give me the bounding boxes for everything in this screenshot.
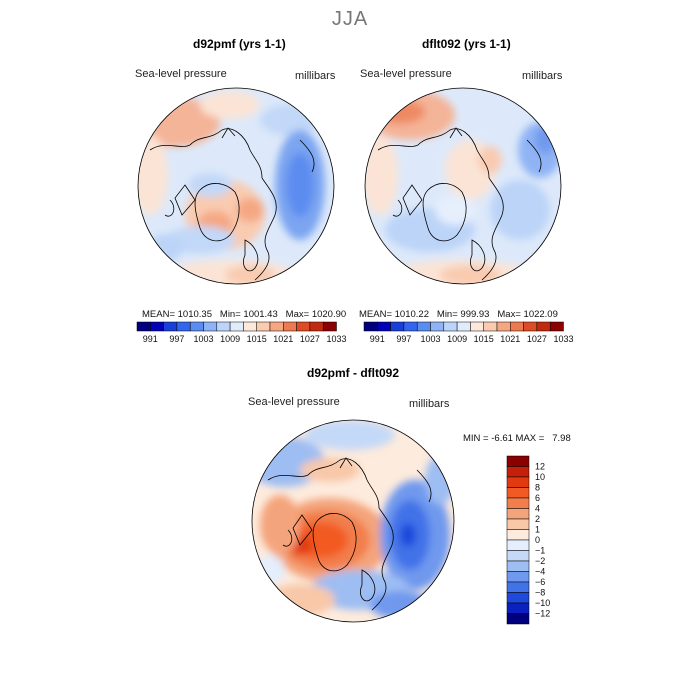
- diff-colorbar-swatch-12: [506, 581, 530, 593]
- panel-1-min-value: 1001.43: [243, 309, 278, 320]
- panel-1-mean-value: 1010.35: [177, 309, 212, 320]
- panel-2-max-label: Max=: [497, 309, 521, 320]
- panel-2-units-label: millibars: [522, 70, 563, 82]
- panel-1-colorbar: 991 997 1003 1009 1015 1021 1027 1033: [136, 321, 347, 344]
- diff-colorbar-label-5: 2: [535, 514, 540, 524]
- diff-panel-units-label: millibars: [409, 398, 450, 410]
- diff-colorbar-swatch-4: [506, 497, 530, 509]
- diff-colorbar-swatch-11: [506, 571, 530, 583]
- diff-colorbar-label-1: 10: [535, 472, 545, 482]
- panel-2-colorbar-label-7: 1033: [553, 334, 573, 344]
- panel-1-colorbar-label-5: 1021: [273, 334, 293, 344]
- diff-panel-variable-label: Sea-level pressure: [248, 396, 340, 408]
- panel-1-colorbar-label-0: 991: [143, 334, 158, 344]
- panel-2-variable-label: Sea-level pressure: [360, 68, 452, 80]
- diff-colorbar-label-13: −10: [535, 598, 550, 608]
- panel-2-colorbar-label-3: 1009: [447, 334, 467, 344]
- diff-colorbar-swatch-10: [506, 560, 530, 572]
- diff-colorbar-swatch-2: [506, 476, 530, 488]
- panel-1-colorbar-label-2: 1003: [193, 334, 213, 344]
- panel-2-min-label: Min=: [436, 309, 458, 320]
- diff-min-value: -6.61: [491, 433, 513, 444]
- panel-1-mean-label: MEAN=: [142, 309, 175, 320]
- diff-colorbar-swatch-8: [506, 539, 530, 551]
- panel-1-colorbar-swatch-14: [322, 321, 337, 332]
- diff-colorbar-swatch-6: [506, 518, 530, 530]
- diff-colorbar-swatch-1: [506, 466, 530, 478]
- diff-colorbar-label-8: −1: [535, 546, 545, 556]
- diff-colorbar-label-2: 8: [535, 483, 540, 493]
- panel-2-min-value: 999.93: [460, 309, 490, 320]
- panel-1-title: d92pmf (yrs 1-1): [193, 37, 286, 51]
- panel-1-variable-label: Sea-level pressure: [135, 68, 227, 80]
- panel-1-colorbar-label-4: 1015: [247, 334, 267, 344]
- panel-2-max-value: 1022.09: [523, 309, 558, 320]
- diff-max-label: MAX =: [515, 433, 545, 444]
- panel-2-colorbar-label-4: 1015: [474, 334, 494, 344]
- panel-2-colorbar-label-5: 1021: [500, 334, 520, 344]
- panel-2-colorbar-label-0: 991: [370, 334, 385, 344]
- diff-colorbar-swatch-14: [506, 602, 530, 614]
- panel-2-mean-label: MEAN=: [359, 309, 392, 320]
- panel-1-max-value: 1020.90: [311, 309, 347, 320]
- diff-colorbar-label-0: 12: [535, 462, 545, 472]
- diff-colorbar-swatch-3: [506, 487, 530, 499]
- panel-2-colorbar-label-2: 1003: [420, 334, 440, 344]
- panel-2-mean-value: 1010.22: [394, 309, 429, 320]
- diff-colorbar-label-14: −12: [535, 609, 550, 619]
- panel-1-colorbar-label-7: 1033: [326, 334, 346, 344]
- panel-2-colorbar-label-1: 997: [396, 334, 411, 344]
- panel-1-colorbar-label-6: 1027: [300, 334, 320, 344]
- panel-2-colorbar: 991 997 1003 1009 1015 1021 1027 1033: [363, 321, 574, 344]
- diff-colorbar-label-11: −6: [535, 577, 545, 587]
- diff-colorbar-label-6: 1: [535, 525, 540, 535]
- panel-2-colorbar-swatch-14: [549, 321, 564, 332]
- diff-min-label: MIN =: [463, 433, 489, 444]
- panel-1-min-label: Min=: [219, 309, 241, 320]
- diff-colorbar-label-9: −2: [535, 556, 545, 566]
- diff-colorbar-swatch-9: [506, 550, 530, 562]
- diff-colorbar-swatch-7: [506, 529, 530, 541]
- diff-colorbar-label-7: 0: [535, 535, 540, 545]
- diff-colorbar-swatch-15: [506, 613, 530, 625]
- panel-1-colorbar-label-1: 997: [169, 334, 184, 344]
- diff-colorbar-swatch-5: [506, 508, 530, 520]
- diff-colorbar-label-10: −4: [535, 567, 545, 577]
- diff-colorbar-label-3: 6: [535, 493, 540, 503]
- diff-panel-minmax: MIN = -6.61 MAX = 7.98: [463, 433, 571, 444]
- panel-1-units-label: millibars: [295, 70, 336, 82]
- diff-colorbar-label-12: −8: [535, 588, 545, 598]
- diff-max-value: 7.98: [552, 433, 571, 444]
- panel-1-max-label: Max=: [285, 309, 310, 320]
- panel-2-stats: MEAN= 1010.22 Min= 999.93 Max= 1022.09: [359, 309, 558, 320]
- diff-colorbar-label-4: 4: [535, 504, 540, 514]
- diff-colorbar-swatch-13: [506, 592, 530, 604]
- panel-2-title: dflt092 (yrs 1-1): [422, 37, 511, 51]
- diff-panel-title: d92pmf - dflt092: [307, 366, 400, 380]
- panel-1-stats: MEAN= 1010.35 Min= 1001.43 Max= 1020.90: [142, 309, 346, 320]
- season-title: JJA: [331, 8, 369, 30]
- panel-1-colorbar-label-3: 1009: [220, 334, 240, 344]
- diff-colorbar-swatch-0: [506, 455, 530, 467]
- panel-2-colorbar-label-6: 1027: [527, 334, 547, 344]
